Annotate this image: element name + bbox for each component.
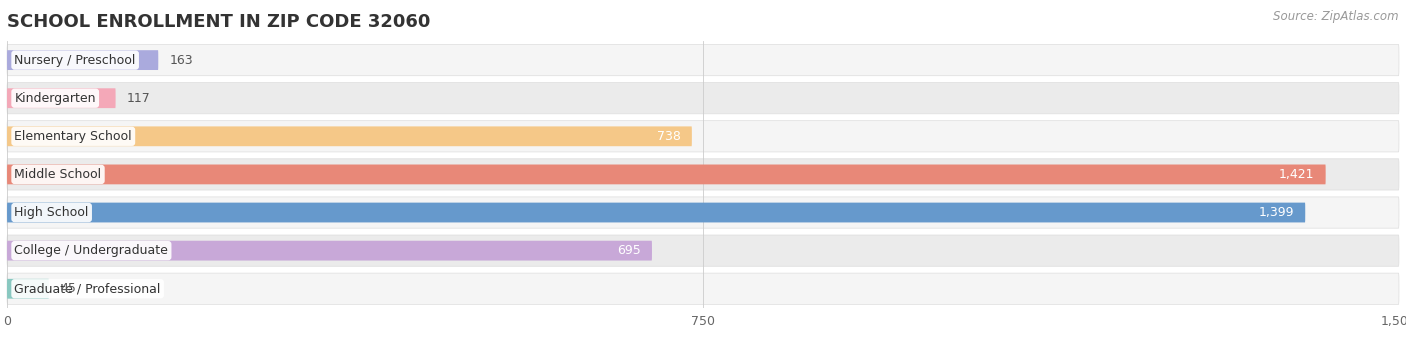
Text: 738: 738 bbox=[657, 130, 681, 143]
FancyBboxPatch shape bbox=[7, 88, 115, 108]
Text: Graduate / Professional: Graduate / Professional bbox=[14, 282, 160, 295]
FancyBboxPatch shape bbox=[7, 82, 1399, 114]
FancyBboxPatch shape bbox=[7, 127, 692, 146]
FancyBboxPatch shape bbox=[7, 159, 1399, 190]
Text: 1,399: 1,399 bbox=[1258, 206, 1294, 219]
FancyBboxPatch shape bbox=[7, 50, 159, 70]
Text: 117: 117 bbox=[127, 92, 150, 105]
Text: Nursery / Preschool: Nursery / Preschool bbox=[14, 54, 136, 67]
Text: 695: 695 bbox=[617, 244, 641, 257]
FancyBboxPatch shape bbox=[7, 241, 652, 261]
Text: 45: 45 bbox=[60, 282, 76, 295]
FancyBboxPatch shape bbox=[7, 202, 1305, 222]
Text: SCHOOL ENROLLMENT IN ZIP CODE 32060: SCHOOL ENROLLMENT IN ZIP CODE 32060 bbox=[7, 13, 430, 31]
FancyBboxPatch shape bbox=[7, 279, 49, 299]
FancyBboxPatch shape bbox=[7, 273, 1399, 304]
FancyBboxPatch shape bbox=[7, 165, 1326, 184]
Text: Kindergarten: Kindergarten bbox=[14, 92, 96, 105]
Text: High School: High School bbox=[14, 206, 89, 219]
Text: 163: 163 bbox=[170, 54, 193, 67]
Text: Source: ZipAtlas.com: Source: ZipAtlas.com bbox=[1274, 10, 1399, 23]
FancyBboxPatch shape bbox=[7, 44, 1399, 76]
Text: 1,421: 1,421 bbox=[1279, 168, 1315, 181]
FancyBboxPatch shape bbox=[7, 197, 1399, 228]
Text: Elementary School: Elementary School bbox=[14, 130, 132, 143]
Text: College / Undergraduate: College / Undergraduate bbox=[14, 244, 169, 257]
FancyBboxPatch shape bbox=[7, 121, 1399, 152]
FancyBboxPatch shape bbox=[7, 235, 1399, 266]
Text: Middle School: Middle School bbox=[14, 168, 101, 181]
